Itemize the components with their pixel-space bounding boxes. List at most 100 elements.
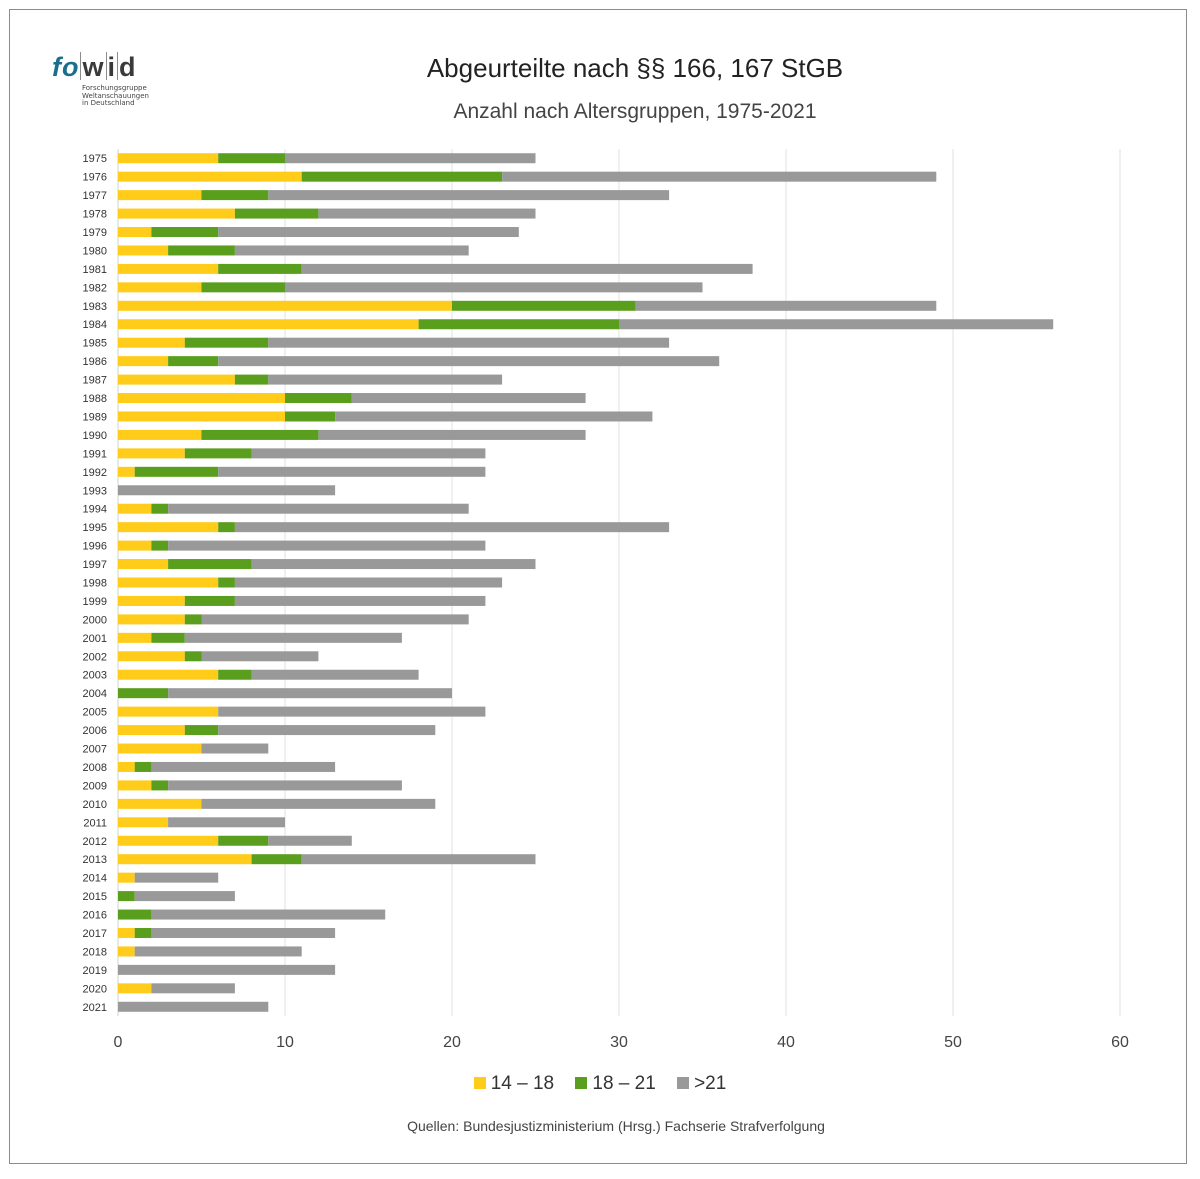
y-tick-label: 1985 (83, 338, 107, 350)
bar-segment-14-18 (118, 190, 202, 201)
y-tick-label: 2020 (83, 983, 107, 995)
bar-segment-18-21 (285, 393, 352, 404)
bar-segment-14-18 (118, 595, 185, 606)
bar-segment-14-18 (118, 227, 152, 238)
y-tick-label: 1981 (83, 264, 107, 276)
bar-segment-18-21 (285, 411, 336, 422)
y-tick-label: 1980 (83, 245, 107, 257)
y-tick-label: 1995 (83, 522, 107, 534)
legend-label: 14 – 18 (490, 1073, 555, 1094)
bar-segment-18-21 (134, 761, 152, 772)
bar-segment-over-21 (234, 595, 486, 606)
bar-segment-over-21 (118, 964, 336, 975)
bar-segment-over-21 (168, 503, 469, 514)
y-tick-label: 2009 (83, 780, 107, 792)
y-tick-label: 2004 (83, 688, 107, 700)
bar-segment-14-18 (118, 632, 152, 643)
bar-segment-18-21 (168, 356, 219, 367)
bar-segment-over-21 (285, 282, 703, 293)
bar-segment-over-21 (251, 448, 486, 459)
y-tick-label: 1988 (83, 393, 107, 405)
y-tick-label: 2000 (83, 614, 107, 626)
y-tick-label: 2008 (83, 762, 107, 774)
y-tick-label: 1989 (83, 411, 107, 423)
bar-segment-over-21 (201, 743, 269, 754)
bar-segment-18-21 (218, 835, 269, 846)
bar-segment-18-21 (184, 614, 202, 625)
bar-segment-over-21 (268, 190, 670, 201)
bar-segment-over-21 (318, 208, 536, 219)
bar-segment-14-18 (118, 854, 252, 865)
bar-segment-over-21 (251, 559, 536, 570)
x-tick-label: 40 (777, 1034, 795, 1051)
bar-segment-14-18 (118, 393, 285, 404)
logo-wordmark: fo w i d (52, 52, 137, 83)
bar-segment-14-18 (118, 282, 202, 293)
bar-segment-18-21 (218, 577, 235, 588)
y-tick-label: 1982 (83, 282, 107, 294)
y-tick-label: 2018 (83, 946, 107, 958)
bar-segment-14-18 (118, 522, 219, 533)
bar-segment-over-21 (218, 227, 519, 238)
bar-segment-18-21 (118, 688, 169, 699)
bar-segment-14-18 (118, 725, 185, 736)
chart-legend: 14 – 18 18 – 21 >21 (0, 1073, 1200, 1095)
bar-segment-over-21 (151, 909, 386, 920)
bar-segment-over-21 (201, 651, 319, 662)
bar-segment-over-21 (201, 798, 436, 809)
bar-segment-18-21 (151, 632, 185, 643)
y-tick-label: 1996 (83, 541, 107, 553)
bar-segment-over-21 (134, 891, 235, 902)
bar-segment-18-21 (118, 909, 152, 920)
bar-segment-over-21 (502, 171, 937, 182)
bar-segment-14-18 (118, 780, 152, 791)
bar-segment-18-21 (184, 651, 202, 662)
bar-segment-18-21 (251, 854, 302, 865)
legend-item: >21 (677, 1073, 726, 1095)
bar-segment-14-18 (118, 946, 135, 957)
bar-segment-18-21 (234, 374, 269, 385)
y-tick-label: 1983 (83, 301, 107, 313)
bar-segment-over-21 (268, 835, 352, 846)
logo-subtitle: Forschungsgruppe Weltanschauungen in Deu… (82, 84, 149, 108)
legend-swatch-18-21 (575, 1077, 588, 1089)
logo-w: w (82, 52, 105, 82)
bar-segment-over-21 (234, 522, 670, 533)
y-tick-label: 2003 (83, 670, 107, 682)
chart-title: Abgeurteilte nach §§ 166, 167 StGB (426, 53, 844, 83)
bar-segment-over-21 (218, 356, 720, 367)
bar-segment-over-21 (184, 632, 402, 643)
bar-segment-14-18 (118, 761, 135, 772)
logo-i: i (107, 52, 117, 82)
bar-segment-14-18 (118, 337, 185, 348)
logo-subtitle-line: Forschungsgruppe (82, 84, 147, 92)
y-tick-label: 2017 (83, 928, 107, 940)
bar-segment-over-21 (218, 466, 486, 477)
chart-subtitle: Anzahl nach Altersgruppen, 1975-2021 (453, 100, 817, 123)
legend-label: 18 – 21 (592, 1073, 656, 1094)
bar-segment-over-21 (151, 983, 235, 994)
y-tick-label: 2007 (83, 744, 107, 756)
bar-segment-14-18 (118, 669, 219, 680)
bar-segment-14-18 (118, 356, 169, 367)
bar-segment-18-21 (151, 227, 219, 238)
x-tick-label: 20 (443, 1034, 461, 1051)
y-tick-label: 1998 (83, 578, 107, 590)
bar-segment-18-21 (184, 448, 252, 459)
bar-segment-over-21 (134, 872, 219, 883)
fowid-logo: fo w i d Forschungsgruppe Weltanschauungen … (52, 50, 162, 112)
legend-label: >21 (694, 1073, 727, 1094)
bar-segment-over-21 (168, 688, 452, 699)
legend-swatch-over-21 (677, 1077, 690, 1089)
bar-segment-18-21 (234, 208, 319, 219)
bar-segment-18-21 (134, 466, 219, 477)
y-tick-label: 1976 (83, 172, 107, 184)
x-tick-label: 0 (114, 1034, 123, 1051)
bar-segment-14-18 (118, 614, 185, 625)
bar-segment-18-21 (134, 927, 152, 938)
bar-segment-over-21 (635, 300, 937, 311)
bar-segment-14-18 (118, 300, 452, 311)
y-tick-label: 2019 (83, 965, 107, 977)
x-tick-label: 30 (610, 1034, 628, 1051)
y-tick-label: 1987 (83, 375, 107, 387)
